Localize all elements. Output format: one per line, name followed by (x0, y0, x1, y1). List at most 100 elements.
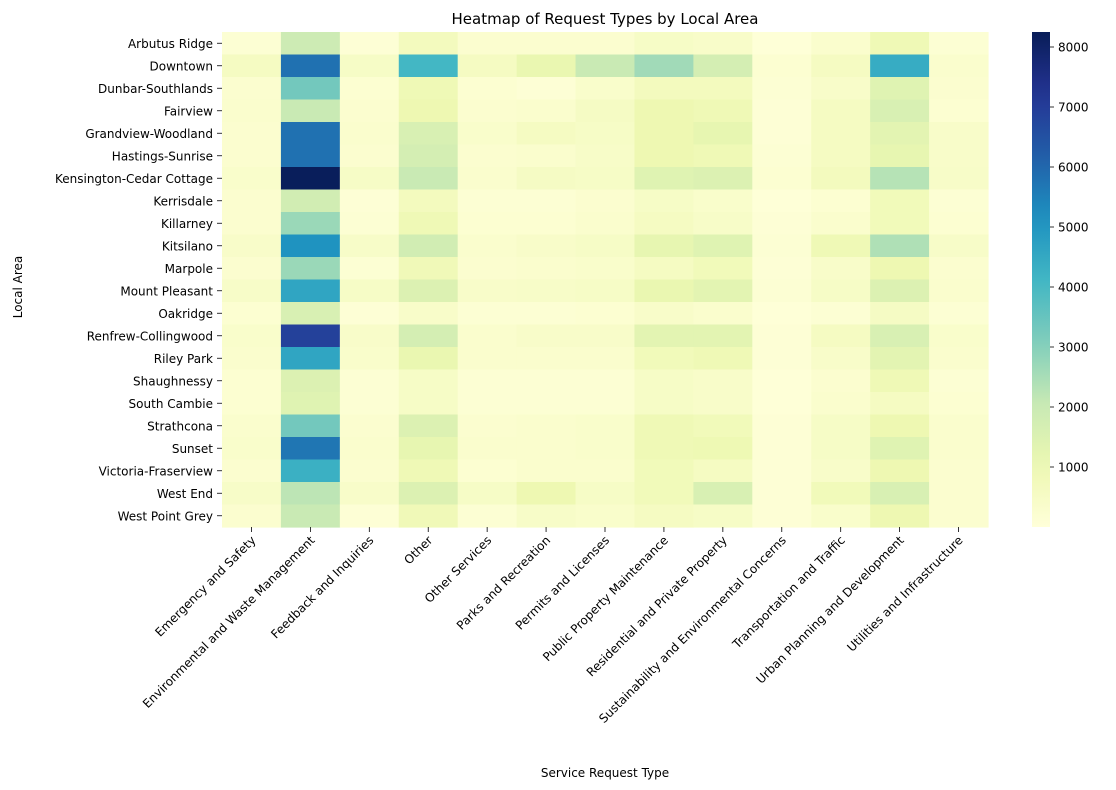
y-tick-label: Shaughnessy (133, 374, 213, 388)
heatmap-cell (280, 302, 341, 326)
heatmap-cell (457, 122, 518, 146)
heatmap-cell (870, 257, 930, 281)
heatmap-cell (811, 54, 871, 78)
heatmap-cell (280, 122, 341, 146)
heatmap-cell (634, 482, 694, 506)
heatmap-cell (870, 347, 930, 371)
heatmap-cell (575, 414, 636, 438)
colorbar-tick-label: 6000 (1058, 161, 1089, 175)
heatmap-cell (811, 347, 871, 371)
heatmap-cell (929, 144, 989, 168)
heatmap-cell (752, 369, 812, 393)
colorbar-tick-label: 3000 (1058, 341, 1089, 355)
y-tick-label: Fairview (164, 104, 213, 118)
heatmap-cell (634, 324, 694, 348)
heatmap-cell (929, 347, 989, 371)
heatmap-cell (634, 77, 694, 101)
heatmap-cell (693, 369, 753, 393)
heatmap-cell (457, 77, 518, 101)
heatmap-cell (752, 189, 812, 213)
heatmap-cell (693, 414, 753, 438)
heatmap-cell (870, 234, 930, 258)
heatmap-cell (634, 257, 694, 281)
heatmap-cell (222, 167, 282, 191)
heatmap-cell (811, 167, 871, 191)
heatmap-cell (516, 122, 577, 146)
heatmap-cell (398, 347, 459, 371)
heatmap-cell (634, 459, 694, 483)
heatmap-cell (398, 122, 459, 146)
heatmap-cell (752, 122, 812, 146)
heatmap-cell (339, 122, 400, 146)
heatmap-cell (575, 279, 636, 303)
heatmap-cell (929, 324, 989, 348)
heatmap-cell (280, 437, 341, 461)
heatmap-cell (693, 392, 753, 416)
heatmap-cell (929, 369, 989, 393)
heatmap-cell (929, 414, 989, 438)
heatmap-cell (339, 459, 400, 483)
heatmap-cell (516, 302, 577, 326)
heatmap-cell (339, 144, 400, 168)
heatmap-cell (398, 54, 459, 78)
heatmap-cell (398, 189, 459, 213)
heatmap-cell (222, 414, 282, 438)
heatmap-cell (870, 324, 930, 348)
heatmap-cell (811, 437, 871, 461)
heatmap-cell (811, 392, 871, 416)
heatmap-cell (634, 347, 694, 371)
heatmap-cell (870, 122, 930, 146)
heatmap-cell (870, 504, 930, 528)
y-tick-label: Strathcona (147, 419, 213, 433)
heatmap-cell (752, 32, 812, 56)
heatmap-cell (929, 32, 989, 56)
heatmap-cell (457, 54, 518, 78)
heatmap-cell (398, 459, 459, 483)
heatmap-cell (693, 482, 753, 506)
heatmap-cell (693, 77, 753, 101)
heatmap-cell (516, 414, 577, 438)
heatmap-cell (222, 234, 282, 258)
heatmap-cell (222, 302, 282, 326)
heatmap-cell (870, 32, 930, 56)
heatmap-cell (339, 279, 400, 303)
heatmap-cell (752, 77, 812, 101)
heatmap-cell (398, 77, 459, 101)
heatmap-cell (634, 212, 694, 236)
heatmap-cell (811, 144, 871, 168)
heatmap-cell (870, 54, 930, 78)
heatmap-cell (280, 189, 341, 213)
heatmap-cell (222, 279, 282, 303)
heatmap-cell (222, 459, 282, 483)
heatmap-cell (398, 212, 459, 236)
heatmap-cell (575, 324, 636, 348)
heatmap-cell (280, 459, 341, 483)
heatmap-cell (222, 392, 282, 416)
heatmap-cell (280, 347, 341, 371)
heatmap-cell (693, 347, 753, 371)
x-tick-label: Feedback and Inquiries (268, 533, 376, 641)
heatmap-cell (634, 54, 694, 78)
heatmap-cell (752, 279, 812, 303)
heatmap-cell (339, 99, 400, 123)
colorbar-tick-label: 7000 (1058, 101, 1089, 115)
heatmap-cell (516, 504, 577, 528)
heatmap-cell (575, 99, 636, 123)
heatmap-cell (398, 482, 459, 506)
heatmap-cell (339, 189, 400, 213)
heatmap-cell (339, 234, 400, 258)
heatmap-cell (222, 99, 282, 123)
heatmap-cell (693, 324, 753, 348)
heatmap-cell (811, 459, 871, 483)
y-tick-label: Kerrisdale (153, 194, 213, 208)
heatmap-cell (398, 392, 459, 416)
heatmap-cell (339, 54, 400, 78)
heatmap-cell (516, 212, 577, 236)
heatmap-cell (398, 144, 459, 168)
x-tick-label: Emergency and Safety (152, 533, 258, 639)
heatmap-cell (752, 392, 812, 416)
heatmap-cell (457, 32, 518, 56)
heatmap-cell (752, 167, 812, 191)
heatmap-cell (222, 189, 282, 213)
heatmap-cell (634, 122, 694, 146)
